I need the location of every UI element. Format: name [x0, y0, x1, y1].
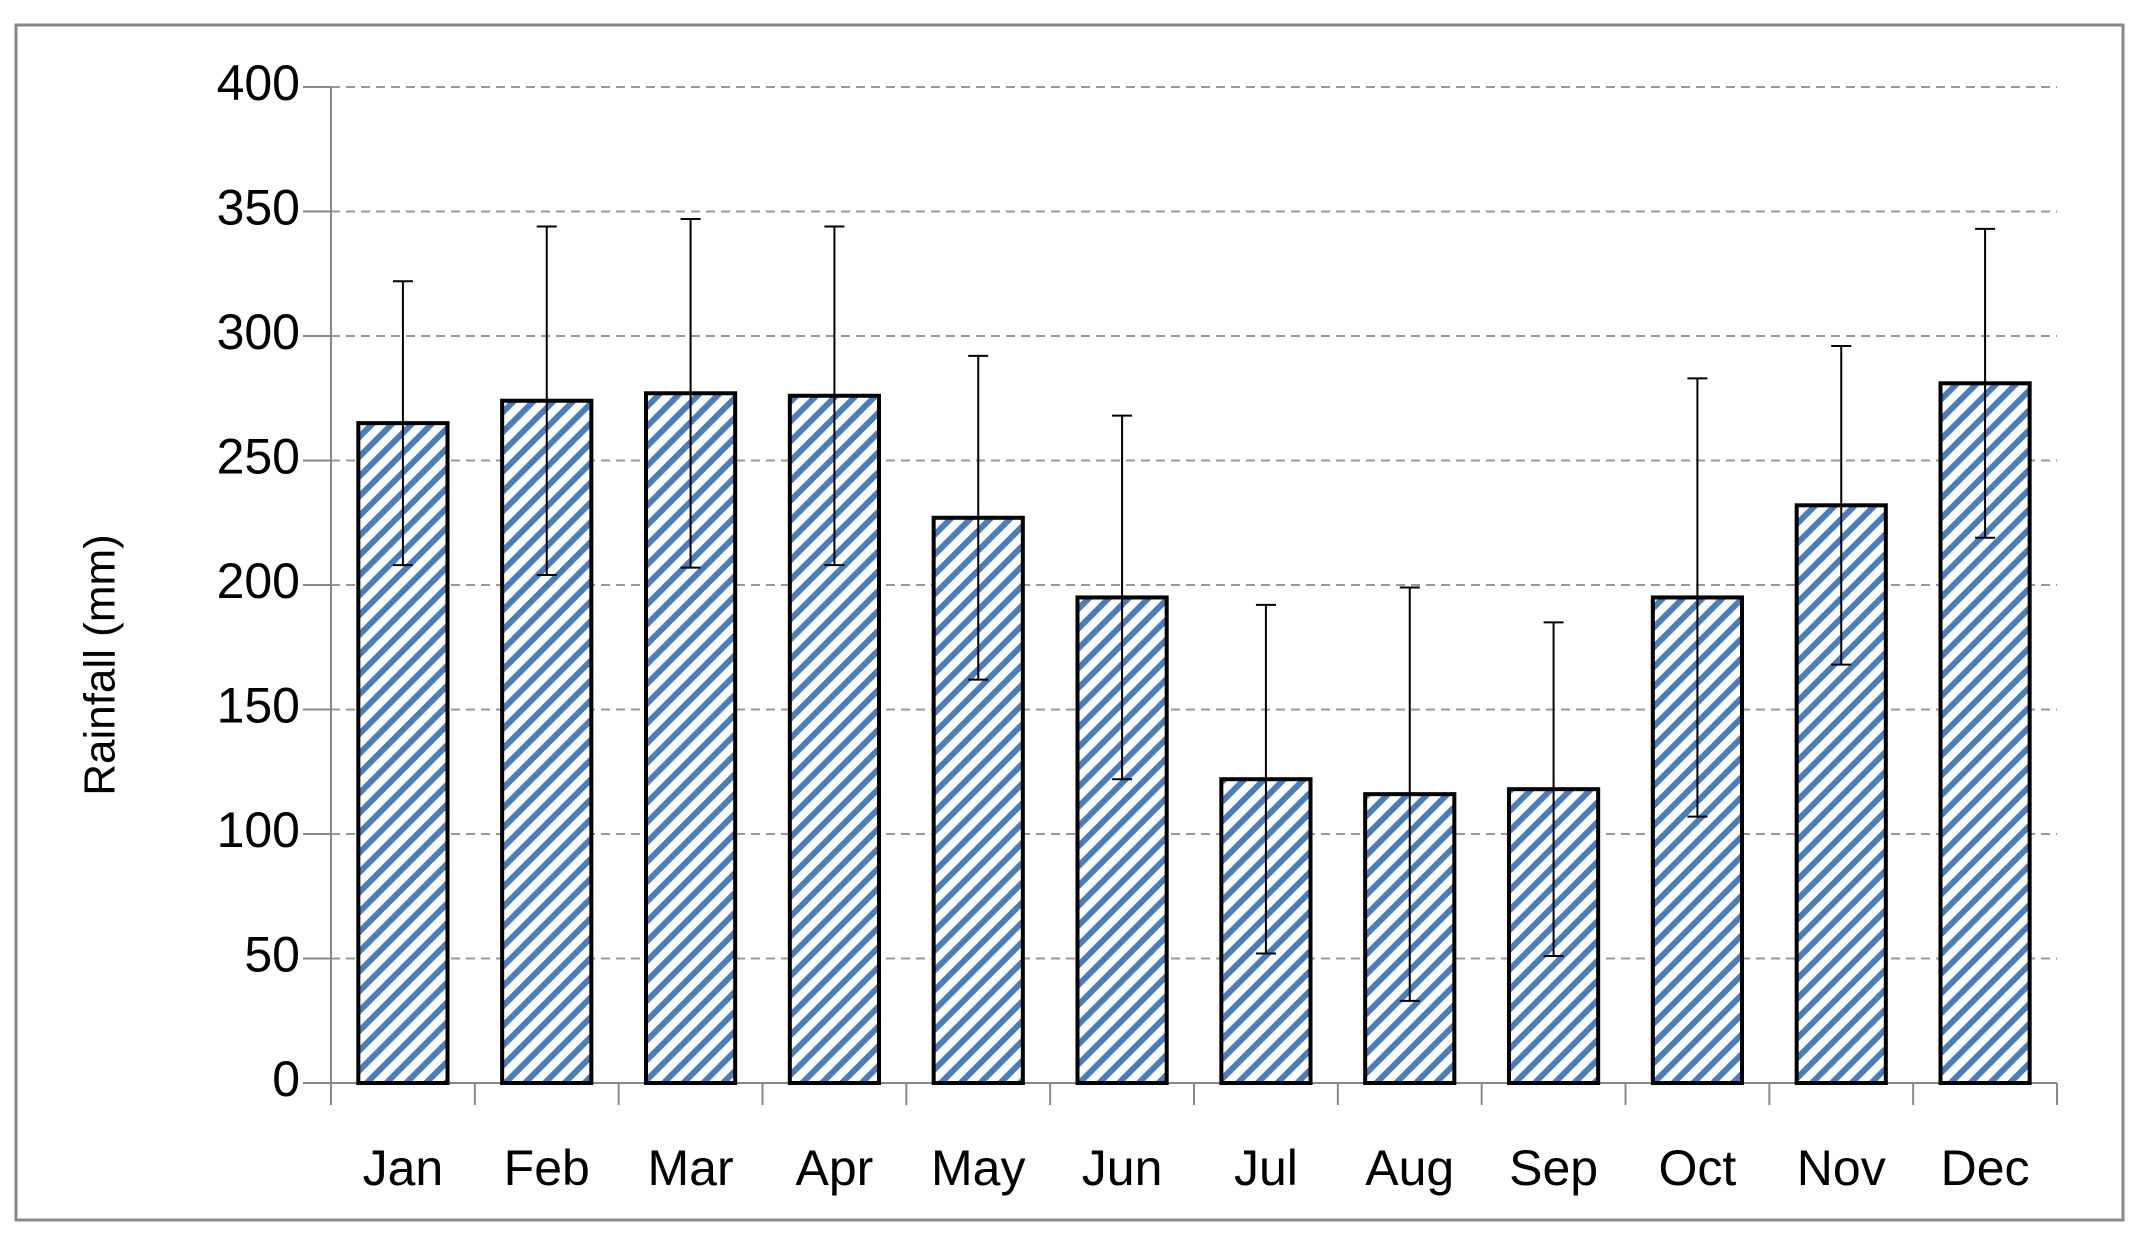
error-bar — [1687, 377, 1708, 818]
x-tick-label: Jul — [1234, 1140, 1298, 1196]
error-bar — [1399, 586, 1420, 1002]
y-tick-label: 300 — [217, 304, 300, 360]
error-bar — [1975, 227, 1996, 539]
chart-border — [14, 23, 2125, 1222]
x-tick-label: Jun — [1082, 1140, 1163, 1196]
y-tick-label: 0 — [272, 1051, 300, 1107]
error-bar — [392, 280, 413, 567]
error-bar — [824, 225, 845, 567]
x-tick-label: Sep — [1509, 1140, 1598, 1196]
error-bar — [1831, 344, 1852, 666]
error-bar — [1543, 621, 1564, 958]
y-axis-label: Rainfall (mm) — [76, 534, 125, 796]
y-tick-label: 50 — [244, 927, 300, 983]
x-tick-label: Jan — [363, 1140, 444, 1196]
error-bar — [968, 354, 989, 681]
x-tick-label: Oct — [1659, 1140, 1737, 1196]
y-tick-label: 200 — [217, 553, 300, 609]
y-tick-label: 100 — [217, 802, 300, 858]
y-tick-label: 350 — [217, 180, 300, 236]
bar — [356, 421, 450, 1085]
x-tick-label: Apr — [796, 1140, 874, 1196]
y-tick-label: 400 — [217, 55, 300, 111]
error-bar — [1112, 414, 1133, 781]
error-bar — [680, 217, 701, 569]
error-bar — [536, 225, 557, 577]
x-tick-label: Feb — [504, 1140, 590, 1196]
x-tick-label: May — [931, 1140, 1025, 1196]
x-tick-label: Aug — [1365, 1140, 1454, 1196]
x-tick-label: Mar — [648, 1140, 734, 1196]
y-tick-label: 250 — [217, 429, 300, 485]
y-tick-label: 150 — [217, 678, 300, 734]
error-bar — [1255, 603, 1276, 955]
x-tick-label: Dec — [1941, 1140, 2030, 1196]
x-tick-label: Nov — [1797, 1140, 1886, 1196]
